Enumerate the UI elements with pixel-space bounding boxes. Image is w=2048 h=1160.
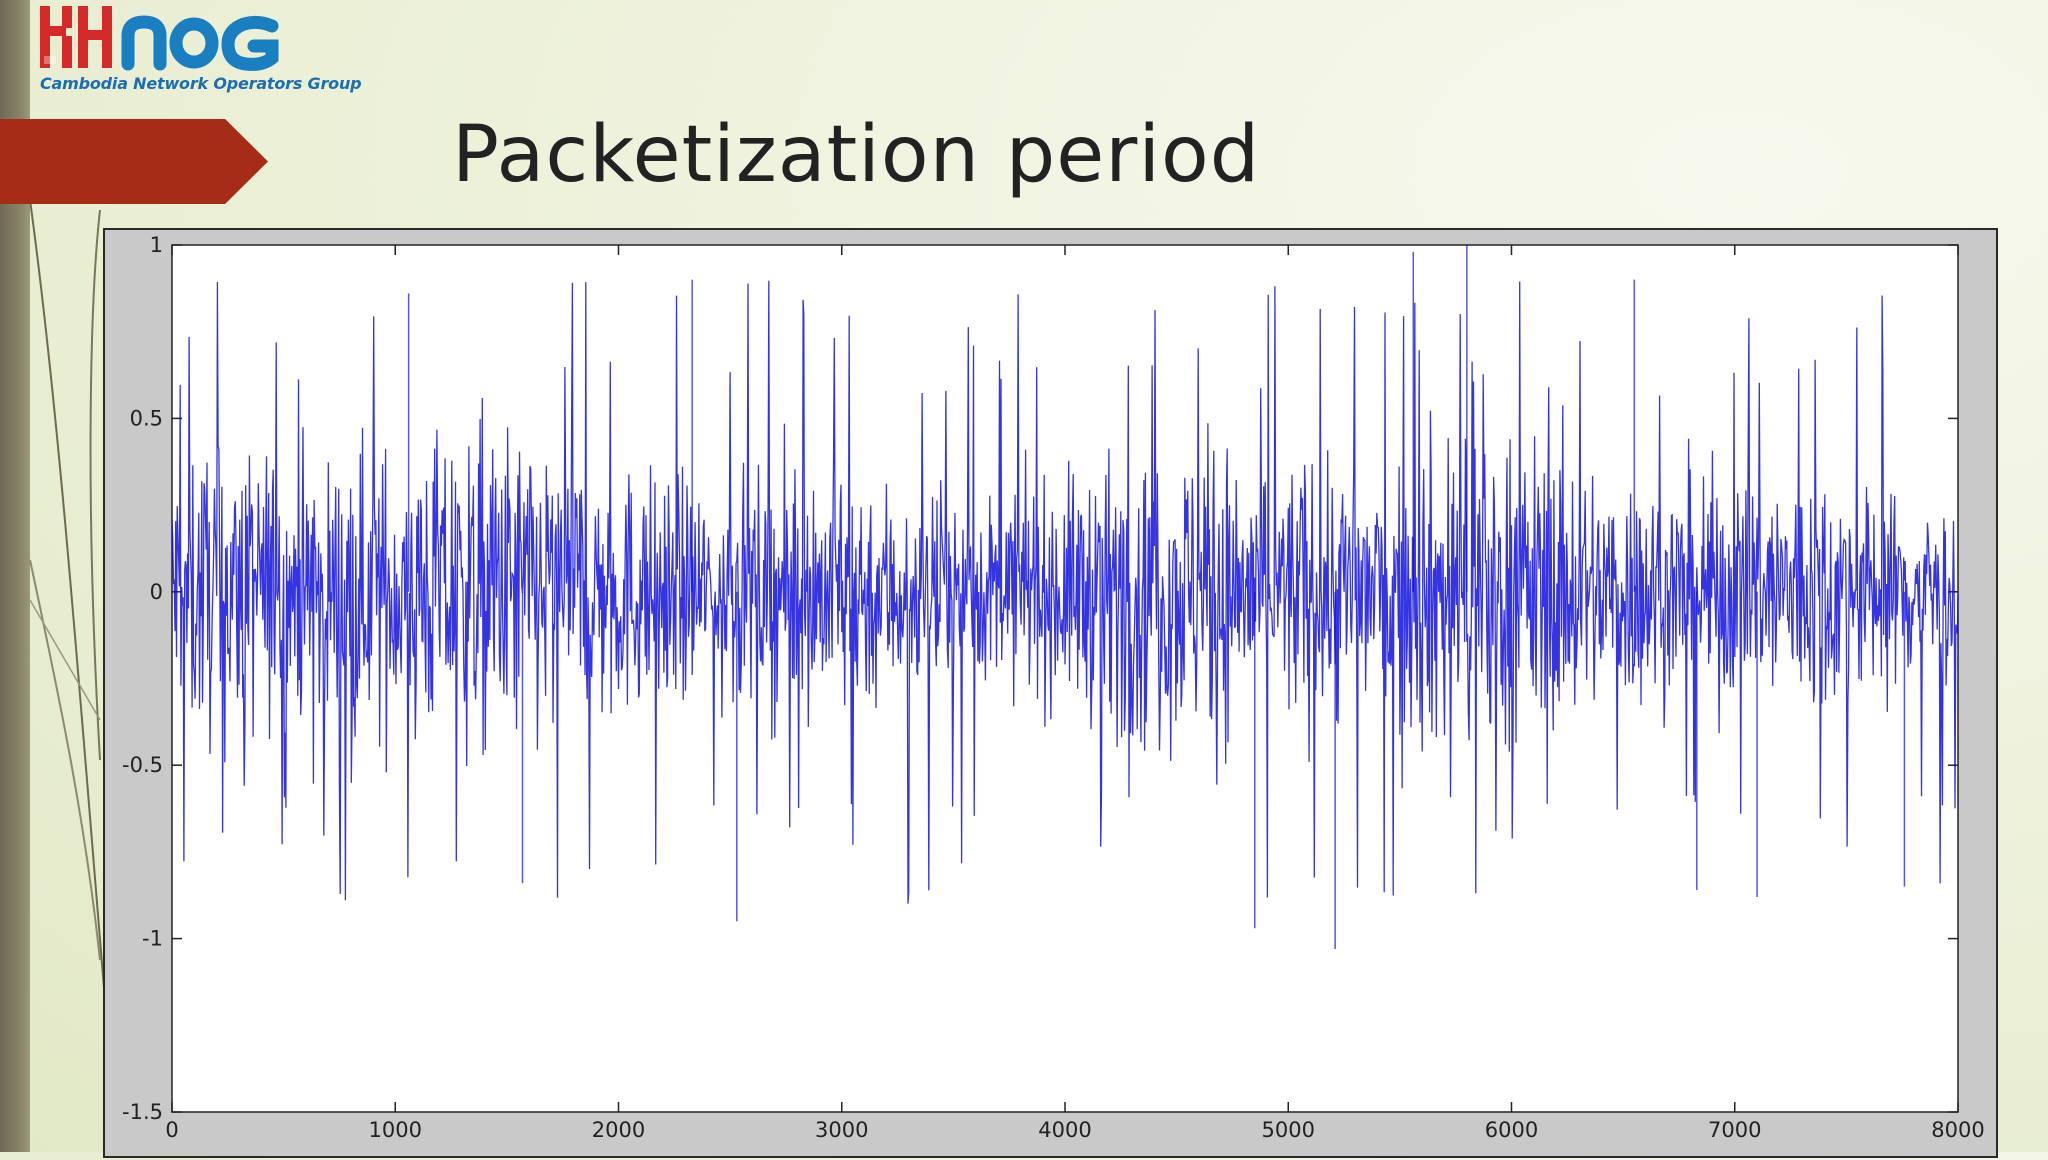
logo-subtitle: Cambodia Network Operators Group — [40, 74, 362, 93]
decorative-curves — [29, 199, 106, 1001]
plot-area — [171, 244, 1959, 1113]
x-tick-label: 8000 — [1931, 1118, 1984, 1142]
x-tick-label: 2000 — [592, 1118, 645, 1142]
y-tick-label: -1 — [142, 927, 163, 951]
y-tick-label: 0.5 — [130, 406, 163, 430]
x-tick-label: 7000 — [1708, 1118, 1761, 1142]
y-tick-label: -0.5 — [122, 753, 163, 777]
y-tick-label: 0 — [150, 580, 163, 604]
y-tick-label: -1.5 — [122, 1100, 163, 1124]
x-tick-label: 0 — [165, 1118, 178, 1142]
x-tick-label: 1000 — [369, 1118, 422, 1142]
x-tick-label: 6000 — [1485, 1118, 1538, 1142]
title-arrow-banner — [0, 119, 268, 204]
chart-figure: 0 1000 2000 3000 4000 5000 6000 7000 8000 1 0.5 0 -0… — [103, 228, 1998, 1158]
x-tick-label: 5000 — [1262, 1118, 1315, 1142]
khnog-logo — [40, 6, 279, 71]
x-tick-label: 3000 — [815, 1118, 868, 1142]
waveform-chart: 0 1000 2000 3000 4000 5000 6000 7000 8000 1 0.5 0 -0… — [122, 233, 1985, 1142]
slide-title: Packetization period — [452, 110, 1261, 200]
y-tick-label: 1 — [150, 233, 163, 257]
x-tick-label: 4000 — [1038, 1118, 1091, 1142]
